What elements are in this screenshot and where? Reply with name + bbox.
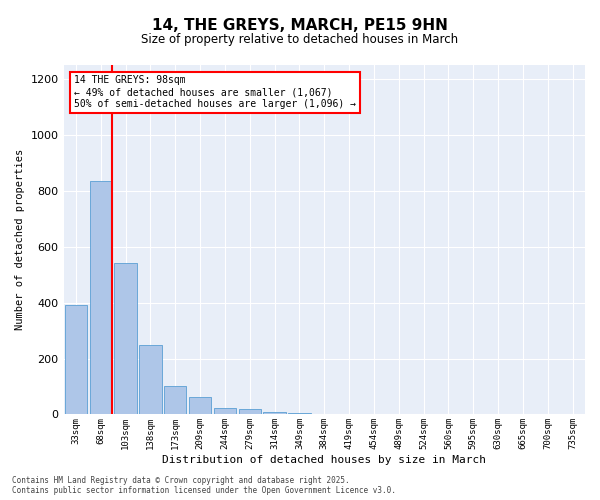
Text: 14 THE GREYS: 98sqm
← 49% of detached houses are smaller (1,067)
50% of semi-det: 14 THE GREYS: 98sqm ← 49% of detached ho… bbox=[74, 76, 356, 108]
Bar bbox=[263, 412, 286, 414]
Bar bbox=[288, 413, 311, 414]
Bar bbox=[139, 345, 161, 414]
Bar bbox=[65, 306, 87, 414]
Bar bbox=[115, 264, 137, 414]
Bar bbox=[89, 181, 112, 414]
X-axis label: Distribution of detached houses by size in March: Distribution of detached houses by size … bbox=[162, 455, 486, 465]
Text: Size of property relative to detached houses in March: Size of property relative to detached ho… bbox=[142, 32, 458, 46]
Text: Contains HM Land Registry data © Crown copyright and database right 2025.
Contai: Contains HM Land Registry data © Crown c… bbox=[12, 476, 396, 495]
Text: 14, THE GREYS, MARCH, PE15 9HN: 14, THE GREYS, MARCH, PE15 9HN bbox=[152, 18, 448, 32]
Bar bbox=[239, 410, 261, 414]
Bar bbox=[164, 386, 187, 414]
Bar bbox=[214, 408, 236, 414]
Y-axis label: Number of detached properties: Number of detached properties bbox=[15, 149, 25, 330]
Bar bbox=[189, 397, 211, 414]
